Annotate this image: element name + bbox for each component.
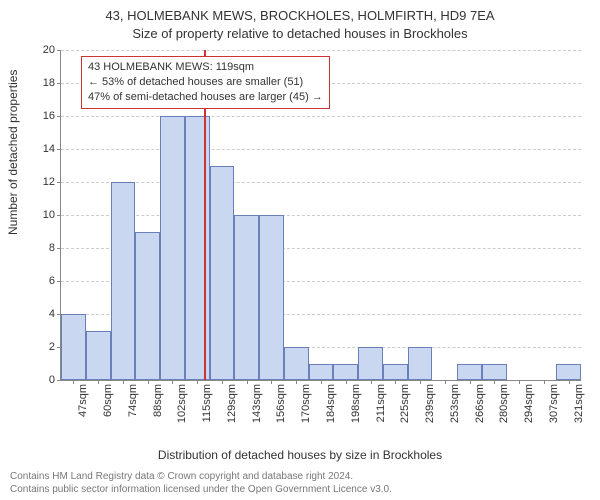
- y-tick-label: 4: [49, 308, 55, 320]
- x-tick-label: 307sqm: [548, 384, 560, 423]
- x-tick: [271, 380, 272, 384]
- footnote-line-2: Contains public sector information licen…: [10, 484, 392, 497]
- bar: [234, 215, 259, 380]
- y-tick-label: 18: [43, 77, 55, 89]
- x-tick: [519, 380, 520, 384]
- y-tick-label: 12: [43, 176, 55, 188]
- chart-title-sub: Size of property relative to detached ho…: [0, 26, 600, 41]
- x-tick-label: 211sqm: [375, 384, 387, 422]
- y-tick-label: 20: [43, 44, 55, 56]
- y-tick-label: 16: [43, 110, 55, 122]
- bar: [284, 347, 309, 380]
- x-tick: [371, 380, 372, 384]
- x-tick: [123, 380, 124, 384]
- x-tick-label: 88sqm: [152, 384, 164, 417]
- bar: [482, 364, 507, 381]
- x-tick: [420, 380, 421, 384]
- bar: [160, 116, 185, 380]
- y-tick-label: 0: [49, 374, 55, 386]
- y-tick-label: 10: [43, 209, 55, 221]
- x-tick: [395, 380, 396, 384]
- annotation-line: 47% of semi-detached houses are larger (…: [88, 90, 323, 105]
- x-tick: [148, 380, 149, 384]
- x-tick-label: 184sqm: [325, 384, 337, 423]
- bar: [408, 347, 433, 380]
- x-tick: [98, 380, 99, 384]
- x-tick: [197, 380, 198, 384]
- x-tick: [346, 380, 347, 384]
- x-tick: [494, 380, 495, 384]
- footnote: Contains HM Land Registry data © Crown c…: [10, 471, 392, 496]
- y-tick: [57, 149, 61, 150]
- x-tick-label: 115sqm: [201, 384, 213, 422]
- x-tick: [296, 380, 297, 384]
- y-tick: [57, 50, 61, 51]
- x-tick: [222, 380, 223, 384]
- y-tick-label: 8: [49, 242, 55, 254]
- x-tick-label: 74sqm: [127, 384, 139, 417]
- annotation-box: 43 HOLMEBANK MEWS: 119sqm← 53% of detach…: [81, 56, 330, 109]
- gridline: [61, 149, 581, 150]
- x-tick-label: 143sqm: [251, 384, 263, 423]
- bar: [210, 166, 235, 381]
- gridline: [61, 116, 581, 117]
- bar: [333, 364, 358, 381]
- bar: [383, 364, 408, 381]
- y-tick-label: 2: [49, 341, 55, 353]
- bar: [309, 364, 334, 381]
- x-tick-label: 239sqm: [424, 384, 436, 423]
- y-tick: [57, 215, 61, 216]
- y-tick: [57, 380, 61, 381]
- x-tick-label: 198sqm: [350, 384, 362, 423]
- x-tick: [73, 380, 74, 384]
- x-axis-label: Distribution of detached houses by size …: [0, 448, 600, 462]
- gridline: [61, 182, 581, 183]
- y-tick: [57, 281, 61, 282]
- gridline: [61, 215, 581, 216]
- footnote-line-1: Contains HM Land Registry data © Crown c…: [10, 471, 392, 484]
- x-tick-label: 60sqm: [102, 384, 114, 417]
- y-tick: [57, 83, 61, 84]
- x-tick-label: 321sqm: [573, 384, 585, 423]
- x-tick-label: 170sqm: [300, 384, 312, 423]
- annotation-line: ← 53% of detached houses are smaller (51…: [88, 75, 323, 90]
- x-tick: [247, 380, 248, 384]
- y-axis-label: Number of detached properties: [6, 70, 20, 235]
- bar: [135, 232, 160, 381]
- chart-title-main: 43, HOLMEBANK MEWS, BROCKHOLES, HOLMFIRT…: [0, 8, 600, 23]
- plot-area: 0246810121416182047sqm60sqm74sqm88sqm102…: [60, 50, 581, 381]
- bar: [111, 182, 136, 380]
- annotation-line: 43 HOLMEBANK MEWS: 119sqm: [88, 60, 323, 75]
- x-tick: [172, 380, 173, 384]
- bar: [457, 364, 482, 381]
- x-tick: [470, 380, 471, 384]
- y-tick: [57, 182, 61, 183]
- x-tick-label: 156sqm: [275, 384, 287, 423]
- x-tick: [544, 380, 545, 384]
- y-tick-label: 6: [49, 275, 55, 287]
- x-tick-label: 47sqm: [77, 384, 89, 417]
- y-tick: [57, 248, 61, 249]
- x-tick: [569, 380, 570, 384]
- x-tick-label: 102sqm: [176, 384, 188, 423]
- bar: [358, 347, 383, 380]
- x-tick-label: 253sqm: [449, 384, 461, 423]
- bar: [86, 331, 111, 381]
- x-tick-label: 129sqm: [226, 384, 238, 423]
- gridline: [61, 50, 581, 51]
- x-tick: [445, 380, 446, 384]
- y-tick-label: 14: [43, 143, 55, 155]
- x-tick: [321, 380, 322, 384]
- bar: [259, 215, 284, 380]
- bar: [556, 364, 581, 381]
- y-tick: [57, 116, 61, 117]
- bar: [185, 116, 210, 380]
- x-tick-label: 294sqm: [523, 384, 535, 423]
- x-tick-label: 225sqm: [399, 384, 411, 423]
- x-tick-label: 266sqm: [474, 384, 486, 423]
- bar: [61, 314, 86, 380]
- x-tick-label: 280sqm: [498, 384, 510, 423]
